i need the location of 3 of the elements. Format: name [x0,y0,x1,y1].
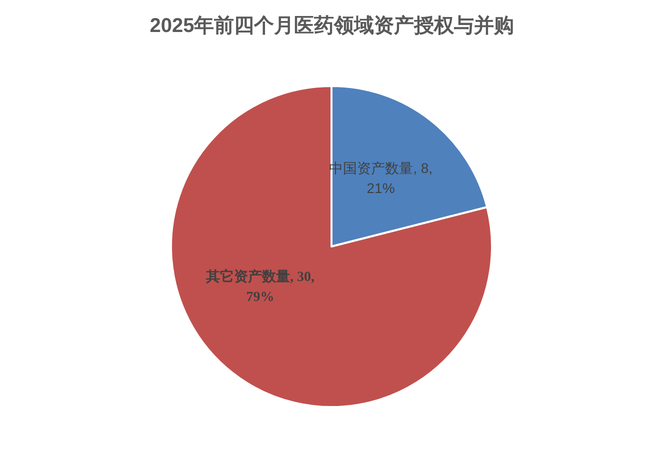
slice-label: 其它资产数量, 30, 79% [204,268,314,305]
pie-slice [170,85,493,408]
chart-title: 2025年前四个月医药领域资产授权与并购 [150,14,514,37]
